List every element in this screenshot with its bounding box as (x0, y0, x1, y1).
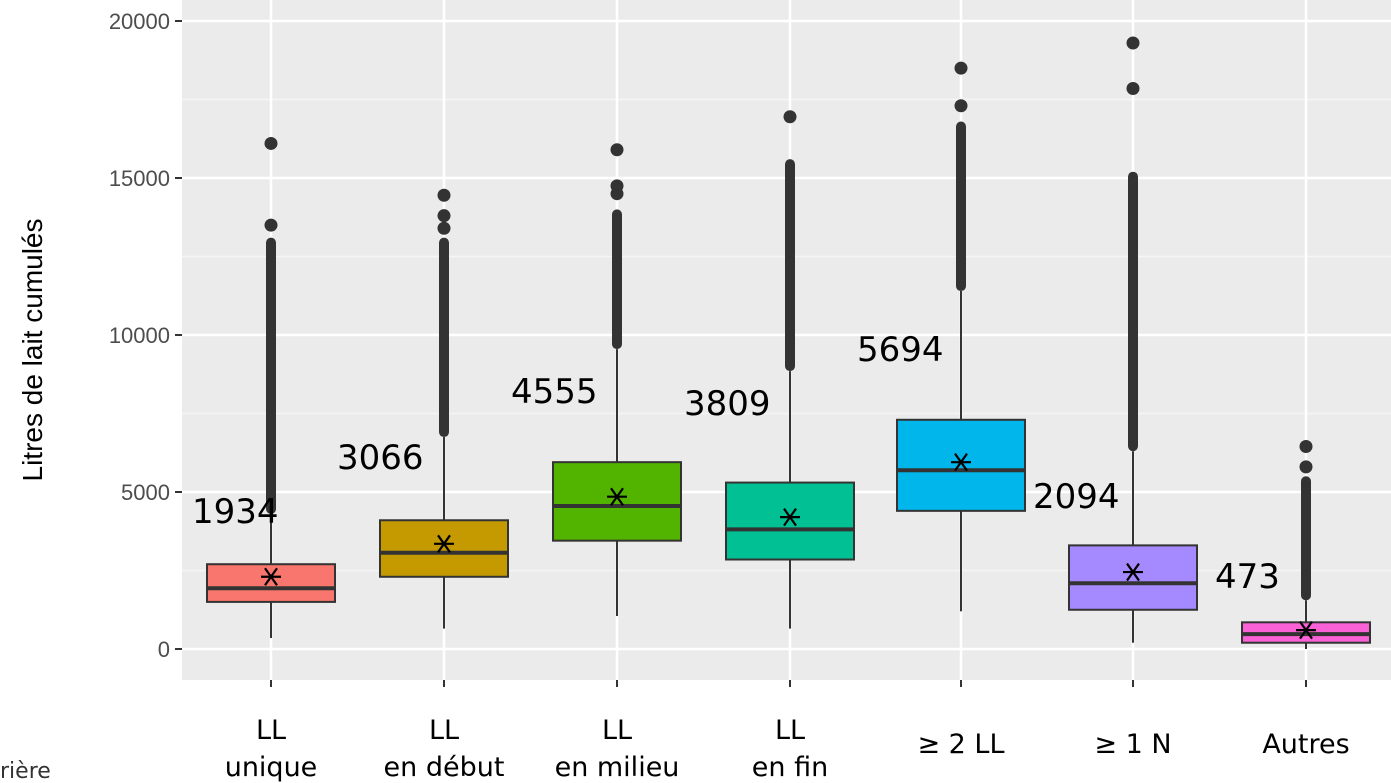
mean-marker (264, 567, 278, 586)
outlier-point (783, 110, 797, 124)
outlier-band (1128, 171, 1138, 452)
mean-marker (1299, 621, 1313, 640)
median-value-label: 3809 (684, 384, 771, 424)
box-group: 473 (1215, 439, 1371, 649)
box-group: 5694 (857, 61, 1026, 612)
mean-marker (437, 534, 451, 553)
outlier-point (1299, 460, 1313, 474)
x-axis: LL unique LL en début LL en milieu LL en fin ≥ 2… (225, 680, 1350, 783)
outlier-band (266, 237, 276, 514)
x-category-label: en milieu (555, 752, 680, 783)
box (725, 481, 855, 561)
x-category-label: ≥ 1 N (1094, 729, 1171, 760)
box-group: 4555 (511, 143, 682, 617)
x-category-label: LL (429, 715, 459, 746)
mean-marker (783, 507, 797, 527)
outlier-point (264, 136, 278, 150)
box-group: 1934 (192, 136, 336, 639)
y-tick-label: 5000 (121, 480, 170, 505)
median-value-label: 5694 (857, 330, 944, 370)
x-category-label: LL (775, 715, 805, 746)
y-tick-label: 0 (158, 637, 170, 662)
mean-marker (954, 453, 968, 472)
outlier-point (1126, 82, 1140, 96)
median-value-label: 3066 (337, 438, 424, 478)
outlier-band (956, 121, 966, 292)
x-category-label: LL (602, 715, 632, 746)
x-category-label: ≥ 2 LL (917, 729, 1004, 760)
box-group: 2094 (1033, 36, 1198, 643)
outlier-band (439, 237, 449, 438)
outlier-point (954, 99, 968, 113)
box-group: 3809 (684, 110, 855, 629)
x-category-label: en fin (752, 752, 828, 783)
box (379, 519, 509, 578)
outlier-point (437, 188, 451, 202)
median-value-label: 2094 (1033, 477, 1120, 517)
box-group: 3066 (337, 188, 509, 629)
x-category-label: Autres (1262, 729, 1349, 760)
y-tick-label: 10000 (109, 323, 170, 348)
outlier-point (954, 61, 968, 75)
footer-fragment: rière (0, 759, 51, 783)
outlier-point (264, 218, 278, 232)
y-axis-label: Litres de lait cumulés (17, 218, 48, 481)
x-category-label: en début (384, 752, 505, 783)
median-value-label: 1934 (192, 492, 279, 532)
y-tick-label: 15000 (109, 166, 170, 191)
box (206, 563, 336, 603)
outlier-band (785, 159, 795, 372)
median-value-label: 473 (1215, 557, 1280, 597)
outlier-band (1301, 476, 1311, 601)
x-category-label: LL (256, 715, 286, 746)
outlier-point (610, 143, 624, 157)
mean-marker (1126, 562, 1140, 582)
box (552, 461, 682, 542)
outlier-point (610, 179, 624, 193)
box (896, 418, 1026, 512)
outlier-point (1299, 439, 1313, 453)
median-value-label: 4555 (511, 372, 598, 412)
y-axis: 0 5000 10000 15000 20000 (109, 9, 182, 662)
boxes: 1934 3066 4555 3809 5694 2094 473 (192, 36, 1371, 649)
outlier-point (437, 221, 451, 235)
outlier-point (437, 209, 451, 223)
x-category-label: unique (225, 752, 318, 783)
outlier-point (1126, 36, 1140, 50)
y-tick-label: 20000 (109, 9, 170, 34)
box (1068, 544, 1198, 611)
outlier-band (612, 209, 622, 350)
mean-marker (610, 487, 624, 506)
